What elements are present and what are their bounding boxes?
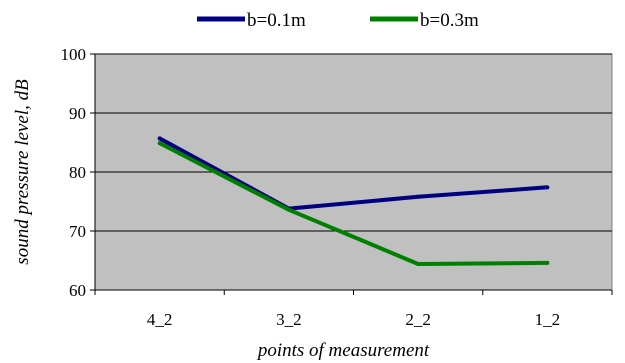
y-tick-label: 80 [69, 163, 86, 182]
series-line-2 [158, 141, 548, 266]
x-tick-label: 2_2 [405, 310, 431, 329]
y-tick-label: 60 [69, 281, 86, 300]
legend-label-2: b=0.3m [420, 10, 479, 31]
data-point [416, 262, 421, 267]
data-point [416, 194, 421, 199]
x-axis-ticks: 4_2 3_2 2_2 1_2 [94, 290, 613, 329]
data-point [545, 260, 550, 265]
data-point [157, 136, 162, 141]
series-lines [157, 136, 550, 267]
legend-label-1: b=0.1m [247, 10, 306, 31]
gridlines [95, 53, 612, 232]
x-tick-label: 4_2 [147, 310, 173, 329]
data-point [286, 207, 291, 212]
x-tick-label: 3_2 [276, 310, 302, 329]
x-axis-title: points of measurement [256, 340, 430, 361]
y-tick-label: 100 [61, 45, 87, 64]
y-axis-ticks: 60 70 80 90 100 [61, 45, 95, 300]
y-axis-title: sound pressure level, dB [12, 79, 33, 265]
legend: b=0.1m b=0.3m [197, 10, 479, 31]
data-point [157, 141, 162, 146]
y-tick-label: 90 [69, 104, 86, 123]
series-line-1 [158, 136, 548, 211]
data-point [545, 185, 550, 190]
x-tick-label: 1_2 [535, 310, 561, 329]
y-tick-label: 70 [69, 222, 86, 241]
